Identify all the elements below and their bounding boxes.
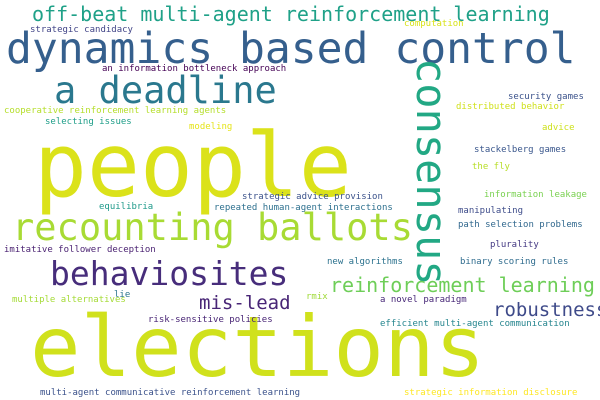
- word-ma-communicative-rl: multi-agent communicative reinforcement …: [40, 388, 301, 398]
- word-consensus: consensus: [407, 58, 456, 286]
- word-risk-sensitive-policies: risk-sensitive policies: [148, 315, 273, 325]
- word-repeated-human-agent: repeated human-agent interactions: [214, 203, 393, 213]
- word-security-games: security games: [508, 92, 584, 102]
- word-plurality: plurality: [490, 240, 539, 250]
- word-information-leakage: information leakage: [484, 190, 587, 200]
- word-off-beat-marl: off-beat multi-agent reinforcement learn…: [32, 2, 550, 26]
- word-people: people: [34, 114, 352, 217]
- word-binary-scoring-rules: binary scoring rules: [460, 257, 569, 267]
- word-elections: elections: [30, 298, 486, 396]
- word-distributed-behavior: distributed behavior: [456, 102, 565, 112]
- word-stackelberg-games: stackelberg games: [474, 145, 567, 155]
- word-computation: computation: [404, 19, 464, 29]
- word-efficient-ma-communication: efficient multi-agent communication: [380, 319, 570, 329]
- word-path-selection-problems: path selection problems: [458, 220, 583, 230]
- word-advice: advice: [542, 123, 575, 133]
- word-a-deadline: a deadline: [54, 69, 277, 112]
- word-robustness: robustness: [493, 299, 600, 321]
- word-information-bottleneck: an information bottleneck approach: [102, 64, 287, 74]
- word-recounting-ballots: recounting ballots: [12, 206, 413, 249]
- word-new-algorithms: new algorithms: [327, 257, 403, 267]
- word-strategic-candidacy: strategic candidacy: [30, 25, 133, 35]
- word-modeling: modeling: [189, 122, 233, 132]
- word-imitative-follower-deception: imitative follower deception: [4, 245, 156, 255]
- word-multiple-alternatives: multiple alternatives: [12, 295, 126, 305]
- word-equilibria: equilibria: [99, 202, 154, 212]
- word-behaviosites: behaviosites: [50, 254, 289, 293]
- word-the-fly: the fly: [472, 162, 510, 172]
- word-selecting-issues: selecting issues: [45, 117, 132, 127]
- word-dynamics-based-control: dynamics based control: [6, 24, 576, 74]
- word-strategic-information-disclosure: strategic information disclosure: [404, 388, 578, 398]
- word-lie: lie: [114, 290, 131, 300]
- word-reinforcement-learning: reinforcement learning: [330, 273, 595, 297]
- word-rmix: rmix: [306, 292, 328, 302]
- word-a-novel-paradigm: a novel paradigm: [380, 295, 467, 305]
- word-strategic-advice-provision: strategic advice provision: [242, 192, 383, 202]
- word-manipulating: manipulating: [458, 206, 524, 216]
- word-cooperative-rl-agents: cooperative reinforcement learning agent…: [4, 106, 227, 116]
- word-mis-lead: mis-lead: [199, 292, 291, 314]
